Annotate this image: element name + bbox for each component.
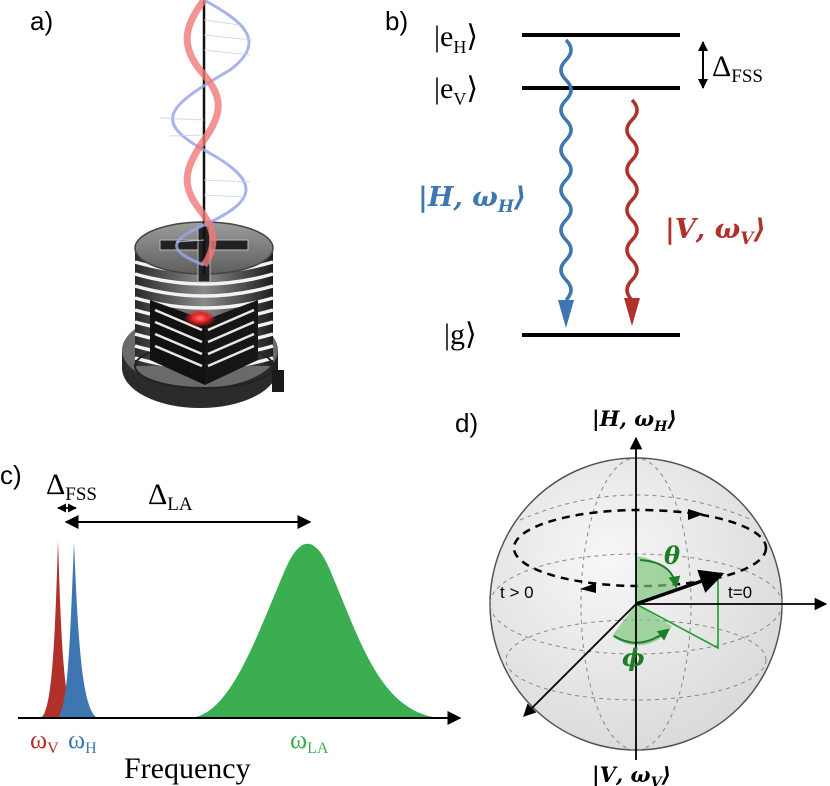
v-polarized-wave: [183, 0, 222, 268]
micropillar-illustration: [122, 0, 284, 408]
la-sideband-peak: [190, 543, 440, 718]
quantum-dot-glow: [184, 309, 216, 327]
ket-g: |g⟩: [444, 318, 477, 351]
spectrum-fss-label: ΔFSS: [46, 468, 97, 505]
bloch-bottom-state: |𝑽, 𝝎𝑽⟩: [592, 762, 671, 786]
h-emission-photon: [559, 38, 573, 302]
bloch-sphere: θ ϕ t > 0 t=0 |𝑯, 𝝎𝑯⟩ |𝑽, 𝝎𝑽⟩: [489, 406, 828, 786]
emission-spectrum: ΔFSS ΔLA ωV ωH ωLA Frequency: [18, 468, 462, 785]
spectrum-la-label: ΔLA: [148, 478, 193, 515]
h-polarized-wave: [171, 0, 251, 267]
omega-la-label: ωLA: [290, 725, 329, 757]
fss-label: ΔFSS: [712, 50, 763, 87]
panel-label-c: c): [0, 460, 22, 490]
panel-label-d: d): [455, 408, 478, 438]
omega-h-label: ωH: [68, 725, 97, 757]
state-vector: [635, 569, 725, 606]
v-emission-photon: [625, 98, 639, 302]
h-peak: [56, 542, 98, 718]
label-v-omega-v: |𝑽, 𝝎𝑽⟩: [665, 214, 766, 249]
axis-x: [523, 603, 637, 717]
precession-orbit: [512, 508, 768, 588]
omega-v-label: ωV: [30, 725, 59, 757]
ket-e-v: |eV⟩: [434, 72, 478, 109]
panel-label-a: a): [30, 6, 53, 36]
bloch-top-state: |𝑯, 𝝎𝑯⟩: [592, 406, 677, 435]
energy-level-diagram: |eH⟩ |eV⟩ |g⟩ ΔFSS |𝑯, 𝝎𝑯⟩ |𝑽, 𝝎𝑽⟩: [418, 20, 766, 351]
ket-e-h: |eH⟩: [434, 20, 478, 57]
theta-label: θ: [664, 541, 680, 570]
projection-lines: [635, 574, 719, 650]
frequency-axis-label: Frequency: [124, 752, 251, 785]
t-zero-label: t=0: [728, 583, 752, 602]
v-peak: [40, 540, 76, 718]
t-greater-zero-label: t > 0: [500, 583, 534, 602]
phi-label: ϕ: [622, 643, 645, 672]
label-h-omega-h: |𝑯, 𝝎𝑯⟩: [418, 182, 526, 217]
panel-label-b: b): [385, 6, 408, 36]
